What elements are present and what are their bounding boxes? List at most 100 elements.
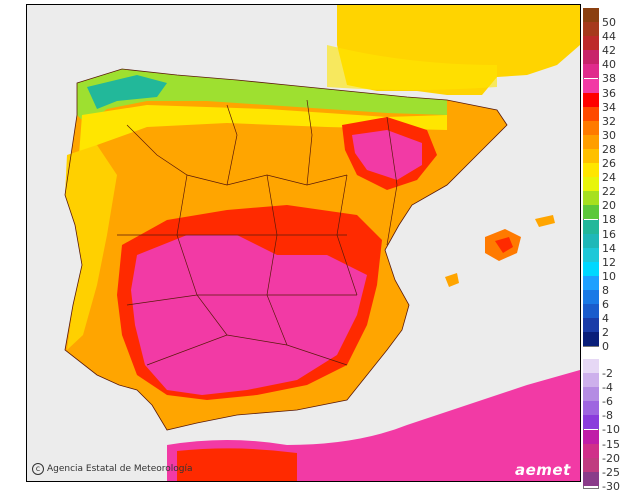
legend-positive-label: 34 <box>602 100 616 114</box>
mallorca-core <box>495 237 513 253</box>
legend-positive-swatch <box>583 275 599 290</box>
legend-positive-row: 8 <box>583 275 630 297</box>
legend-positive-swatch <box>583 304 599 319</box>
legend-positive-label: 26 <box>602 157 616 171</box>
aemet-logo: aemet <box>515 461 571 479</box>
legend-positive-row: 50 <box>583 8 630 29</box>
legend-positive-label: 36 <box>602 86 616 100</box>
legend-positive-swatch <box>583 290 599 305</box>
legend-negative-swatch <box>583 429 599 444</box>
legend-negative-label: -30 <box>602 479 620 493</box>
legend-positive-swatch <box>583 247 599 262</box>
legend-positive-row: 16 <box>583 219 630 241</box>
legend-negative-label: -20 <box>602 451 620 465</box>
legend-positive-row: 26 <box>583 149 630 170</box>
legend-negative-swatch <box>583 359 599 374</box>
legend-negative-swatch <box>583 387 599 402</box>
france-south-warm <box>327 45 497 90</box>
legend-positive-swatch <box>583 149 599 164</box>
legend-positive-row: 30 <box>583 120 630 142</box>
legend-positive-swatch <box>583 36 599 51</box>
legend-negative-label: -2 <box>602 367 613 381</box>
north-mid-yellow <box>79 105 447 155</box>
legend-positive-row: 36 <box>583 78 630 100</box>
legend-positive-label: 8 <box>602 283 609 297</box>
legend-positive-label: 16 <box>602 227 616 241</box>
legend-negative-label: -6 <box>602 395 613 409</box>
legend-positive-swatch <box>583 332 599 347</box>
legend-positive-row: 42 <box>583 36 630 57</box>
legend-negative-row: -2 <box>583 359 630 380</box>
ibiza <box>445 273 459 287</box>
legend-positive-swatch <box>583 318 599 333</box>
credit-line: c Agencia Estatal de Meteorología <box>32 463 193 475</box>
legend-negative-label: -25 <box>602 465 620 479</box>
legend-positive-label: 6 <box>602 298 609 312</box>
legend-positive-label: 38 <box>602 72 616 86</box>
legend-positive-label: 40 <box>602 58 616 72</box>
legend-negative-row: -10 <box>583 415 630 436</box>
legend-positive-swatch <box>583 191 599 206</box>
legend-positive-row: 2 <box>583 318 630 339</box>
legend-positive-swatch <box>583 134 599 149</box>
legend-positive-label: 4 <box>602 312 609 326</box>
legend-positive-swatch <box>583 22 599 37</box>
north-coast-cool <box>77 69 447 125</box>
north-africa-red <box>177 448 297 481</box>
legend-positive-row: 32 <box>583 106 630 128</box>
legend-negative-swatch <box>583 415 599 430</box>
legend-positive-row: 20 <box>583 191 630 212</box>
legend-negative-row: -8 <box>583 401 630 422</box>
legend-negative-row: -6 <box>583 387 630 408</box>
legend-negative-row: -25 <box>583 457 630 479</box>
legend-positive-swatch <box>583 261 599 276</box>
legend-positive-swatch <box>583 78 599 93</box>
temperature-legend: 50 44 42 40 38 36 34 32 30 28 26 24 22 20 18 16 14 12 10 8 6… <box>583 8 630 493</box>
copyright-icon: c <box>32 463 44 475</box>
legend-positive-label: 0 <box>602 340 609 354</box>
credit-text: Agencia Estatal de Meteorología <box>47 464 193 474</box>
north-coast-cyan <box>87 75 167 109</box>
legend-positive-row: 22 <box>583 177 630 198</box>
legend-positive-row: 14 <box>583 233 630 255</box>
legend-positive-label: 12 <box>602 255 616 269</box>
legend-positive-swatch <box>583 92 599 107</box>
legend-positive-swatch <box>583 219 599 234</box>
legend-positive-label: 30 <box>602 128 616 142</box>
legend-positive-row: 4 <box>583 304 630 325</box>
legend-negative-row: -20 <box>583 443 630 465</box>
legend-positive-row: 10 <box>583 261 630 283</box>
legend-positive-label: 50 <box>602 16 616 30</box>
legend-negative-swatch <box>583 401 599 416</box>
legend-negative-swatch <box>583 471 599 486</box>
legend-positive-label: 18 <box>602 213 616 227</box>
legend-positive-swatch <box>583 50 599 65</box>
legend-negative-row: -30 <box>583 471 630 493</box>
legend-positive-row: 40 <box>583 50 630 71</box>
legend-positive-label: 22 <box>602 185 616 199</box>
temperature-map: aemet <box>26 4 581 482</box>
legend-positive-row: 38 <box>583 64 630 85</box>
legend-negative-label: -10 <box>602 423 620 437</box>
legend-positive-swatch <box>583 163 599 178</box>
legend-positive-swatch <box>583 120 599 135</box>
legend-positive-label: 28 <box>602 142 616 156</box>
legend-positive-label: 2 <box>602 326 609 340</box>
iberia-map-graphic <box>27 5 580 481</box>
legend-positive-row: 34 <box>583 92 630 114</box>
legend-positive-row: 12 <box>583 247 630 269</box>
legend-positive-swatch <box>583 8 599 23</box>
legend-positive-label: 42 <box>602 44 616 58</box>
legend-positive-label: 10 <box>602 269 616 283</box>
menorca <box>535 215 555 227</box>
legend-positive-swatch <box>583 64 599 79</box>
legend-negative-row: -4 <box>583 373 630 394</box>
legend-negative-label: -15 <box>602 437 620 451</box>
legend-negative-label: -4 <box>602 381 613 395</box>
legend-positive-row: 24 <box>583 163 630 184</box>
legend-positive-row: 0 <box>583 332 630 353</box>
legend-negative-swatch <box>583 373 599 388</box>
legend-positive-row: 6 <box>583 290 630 311</box>
legend-positive-swatch <box>583 205 599 220</box>
legend-negative-label: -8 <box>602 409 613 423</box>
